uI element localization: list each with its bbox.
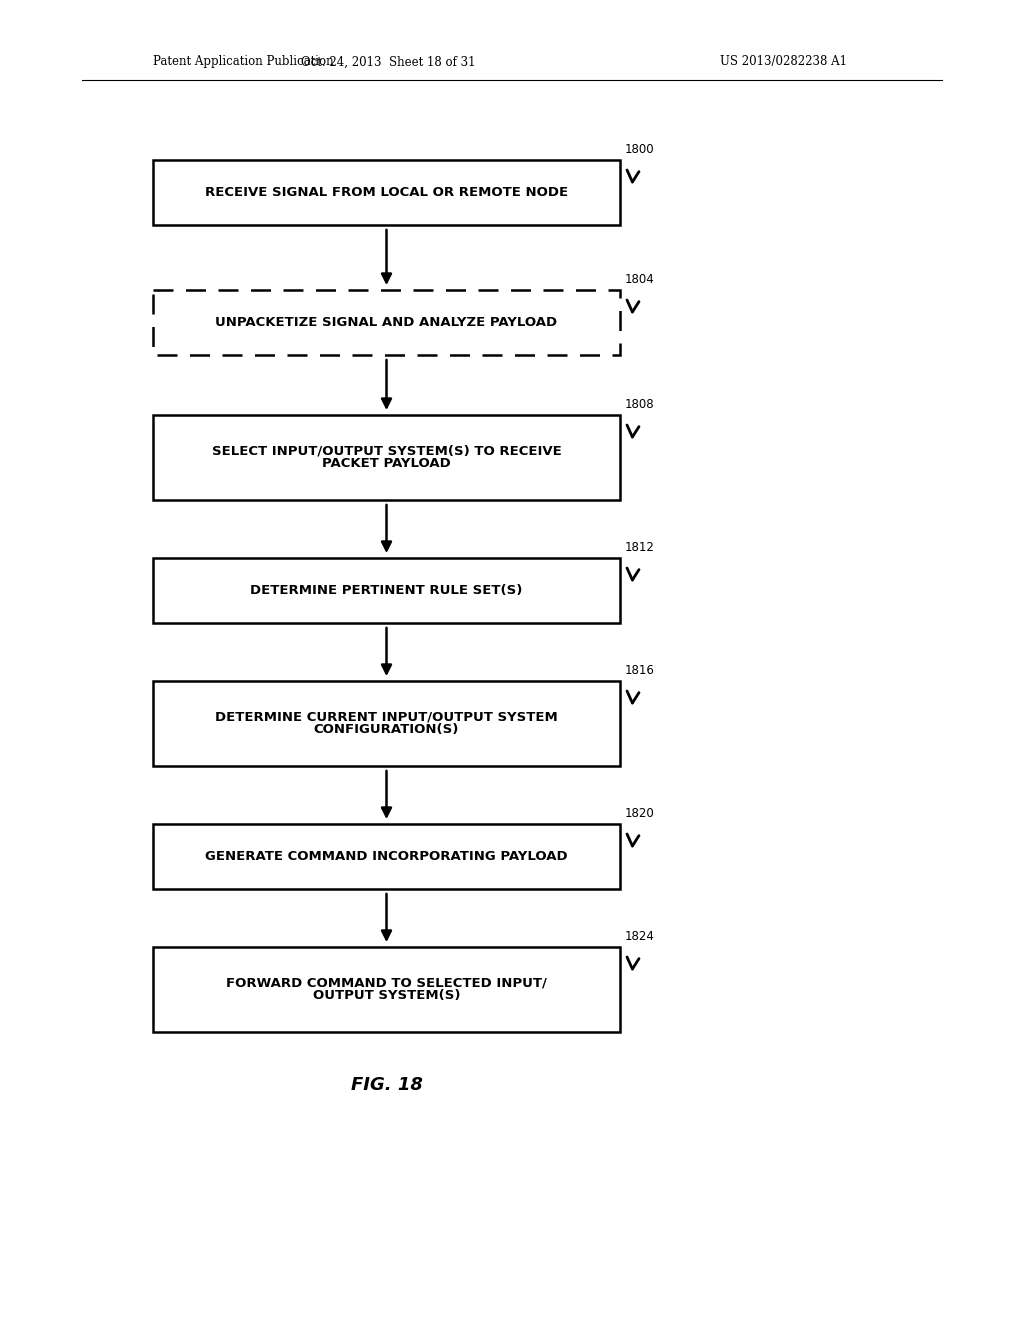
Bar — [153, 946, 620, 1032]
Text: SELECT INPUT/OUTPUT SYSTEM(S) TO RECEIVE: SELECT INPUT/OUTPUT SYSTEM(S) TO RECEIVE — [212, 445, 561, 458]
Bar — [153, 160, 620, 224]
Text: UNPACKETIZE SIGNAL AND ANALYZE PAYLOAD: UNPACKETIZE SIGNAL AND ANALYZE PAYLOAD — [215, 315, 557, 329]
Bar — [153, 558, 620, 623]
Bar — [153, 290, 620, 355]
Text: 1824: 1824 — [625, 931, 655, 942]
Text: OUTPUT SYSTEM(S): OUTPUT SYSTEM(S) — [312, 989, 460, 1002]
Text: 1816: 1816 — [625, 664, 655, 677]
Text: FORWARD COMMAND TO SELECTED INPUT/: FORWARD COMMAND TO SELECTED INPUT/ — [226, 977, 547, 990]
Bar — [153, 681, 620, 766]
Text: 1808: 1808 — [625, 399, 654, 411]
Text: 1820: 1820 — [625, 807, 654, 820]
Text: 1812: 1812 — [625, 541, 655, 554]
Text: PACKET PAYLOAD: PACKET PAYLOAD — [323, 457, 451, 470]
Text: Patent Application Publication: Patent Application Publication — [153, 55, 334, 69]
Text: US 2013/0282238 A1: US 2013/0282238 A1 — [720, 55, 847, 69]
Text: CONFIGURATION(S): CONFIGURATION(S) — [313, 723, 459, 737]
Text: DETERMINE CURRENT INPUT/OUTPUT SYSTEM: DETERMINE CURRENT INPUT/OUTPUT SYSTEM — [215, 711, 558, 723]
Text: DETERMINE PERTINENT RULE SET(S): DETERMINE PERTINENT RULE SET(S) — [250, 583, 522, 597]
Bar — [153, 824, 620, 888]
Text: RECEIVE SIGNAL FROM LOCAL OR REMOTE NODE: RECEIVE SIGNAL FROM LOCAL OR REMOTE NODE — [205, 186, 568, 199]
Bar — [153, 414, 620, 500]
Text: FIG. 18: FIG. 18 — [350, 1076, 423, 1094]
Text: 1800: 1800 — [625, 143, 654, 156]
Text: GENERATE COMMAND INCORPORATING PAYLOAD: GENERATE COMMAND INCORPORATING PAYLOAD — [205, 850, 568, 863]
Text: Oct. 24, 2013  Sheet 18 of 31: Oct. 24, 2013 Sheet 18 of 31 — [301, 55, 475, 69]
Text: 1804: 1804 — [625, 273, 654, 286]
